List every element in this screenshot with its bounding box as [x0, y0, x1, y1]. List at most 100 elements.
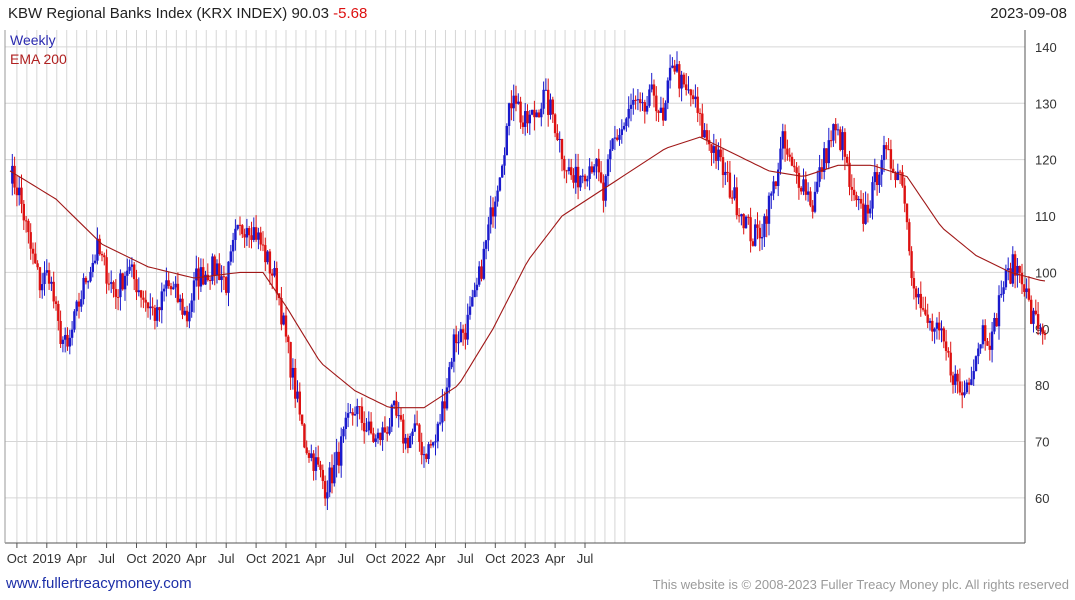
weekly-bar-body — [303, 424, 306, 448]
y-tick-label: 60 — [1035, 491, 1049, 506]
weekly-bar-body — [551, 99, 554, 115]
x-tick-label: Jul — [337, 551, 354, 566]
weekly-bar-body — [287, 336, 290, 343]
weekly-bar-body — [754, 224, 757, 246]
weekly-bar-body — [839, 129, 842, 150]
weekly-bar-body — [852, 189, 856, 196]
weekly-bar-body — [275, 268, 278, 294]
weekly-bar-body — [443, 401, 446, 409]
weekly-bar-body — [314, 457, 318, 471]
weekly-bar-body — [547, 89, 550, 115]
weekly-bar-body — [866, 204, 870, 214]
x-tick-label: Oct — [7, 551, 28, 566]
weekly-bar-body — [365, 430, 368, 432]
weekly-bar-body — [590, 166, 594, 173]
weekly-bar-body — [342, 428, 345, 437]
weekly-bar-body — [811, 205, 814, 212]
weekly-bar-body — [59, 320, 62, 344]
weekly-bar-body — [402, 419, 405, 444]
weekly-bar-body — [351, 412, 354, 416]
weekly-bar-body — [855, 195, 858, 201]
weekly-bar-body — [926, 314, 929, 323]
weekly-bar-body — [415, 423, 419, 425]
weekly-bar-body — [567, 167, 571, 172]
weekly-bar-body — [880, 160, 883, 175]
weekly-bar-body — [43, 272, 46, 285]
weekly-bar-body — [461, 329, 465, 333]
weekly-bar-body — [77, 301, 81, 307]
weekly-bar-body — [829, 140, 833, 142]
weekly-bar-body — [687, 89, 690, 91]
weekly-bar-body — [510, 103, 513, 109]
weekly-bar-body — [505, 125, 508, 156]
weekly-bar-body — [241, 225, 244, 235]
weekly-bar-body — [662, 107, 665, 121]
weekly-bar-body — [553, 114, 557, 134]
x-tick-label: Oct — [485, 551, 506, 566]
weekly-bar-body — [758, 227, 761, 239]
weekly-bar-body — [887, 149, 890, 151]
weekly-bar-body — [857, 198, 860, 201]
weekly-bar-body — [816, 181, 819, 192]
weekly-bar-body — [731, 197, 734, 199]
weekly-bar-body — [896, 171, 899, 181]
weekly-bar-body — [530, 109, 534, 115]
weekly-bar-body — [652, 84, 656, 96]
weekly-bar-body — [804, 179, 807, 195]
weekly-bar-body — [383, 427, 387, 433]
x-tick-label: Jul — [457, 551, 474, 566]
weekly-bar-body — [986, 341, 989, 346]
weekly-bar-body — [455, 334, 458, 344]
weekly-bar-body — [234, 228, 237, 240]
weekly-bar-body — [947, 350, 950, 353]
weekly-bar-body — [367, 421, 370, 431]
weekly-bar-body — [353, 414, 357, 416]
y-tick-label: 70 — [1035, 435, 1049, 450]
weekly-bar-body — [779, 148, 782, 170]
weekly-bar-body — [289, 342, 292, 378]
weekly-bar-body — [41, 284, 44, 291]
weekly-bar-body — [413, 423, 416, 432]
weekly-bar-body — [208, 280, 212, 282]
weekly-bar-body — [441, 401, 444, 423]
weekly-bar-body — [820, 167, 824, 172]
weekly-bar-body — [84, 277, 88, 283]
weekly-bar-body — [422, 454, 426, 456]
weekly-bar-body — [749, 217, 752, 242]
weekly-bar-body — [560, 139, 564, 159]
weekly-bar-body — [963, 392, 966, 396]
weekly-bar-body — [668, 67, 672, 81]
weekly-bar-body — [105, 257, 108, 284]
weekly-bar-body — [558, 139, 561, 141]
weekly-bar-body — [434, 441, 437, 443]
weekly-bar-body — [915, 288, 918, 298]
x-tick-label: 2021 — [272, 551, 301, 566]
weekly-bar-body — [489, 207, 492, 225]
weekly-bar-body — [793, 165, 796, 168]
weekly-bar-body — [112, 282, 115, 290]
x-tick-label: 2022 — [391, 551, 420, 566]
weekly-bar-body — [834, 124, 837, 131]
weekly-bar-body — [310, 453, 313, 458]
weekly-bar-body — [664, 102, 667, 121]
x-tick-label: Jul — [218, 551, 235, 566]
weekly-bar-body — [519, 101, 522, 123]
weekly-bar-body — [137, 290, 140, 293]
weekly-bar-body — [593, 166, 596, 173]
weekly-bar-body — [162, 288, 166, 292]
weekly-bar-body — [1016, 265, 1019, 276]
weekly-bar-body — [73, 311, 76, 330]
weekly-bar-body — [620, 129, 623, 135]
website-link[interactable]: www.fullertreacymoney.com — [6, 575, 192, 592]
weekly-bar-body — [503, 155, 506, 166]
weekly-bar-body — [836, 129, 840, 131]
weekly-bar-body — [1011, 254, 1014, 284]
weekly-bar-body — [627, 108, 630, 119]
weekly-bar-body — [466, 314, 469, 340]
weekly-bar-body — [133, 264, 136, 280]
weekly-bar-body — [632, 99, 635, 105]
weekly-bar-body — [935, 322, 939, 329]
weekly-bar-body — [597, 158, 600, 173]
weekly-bar-body — [613, 137, 617, 139]
weekly-bar-body — [491, 207, 495, 217]
